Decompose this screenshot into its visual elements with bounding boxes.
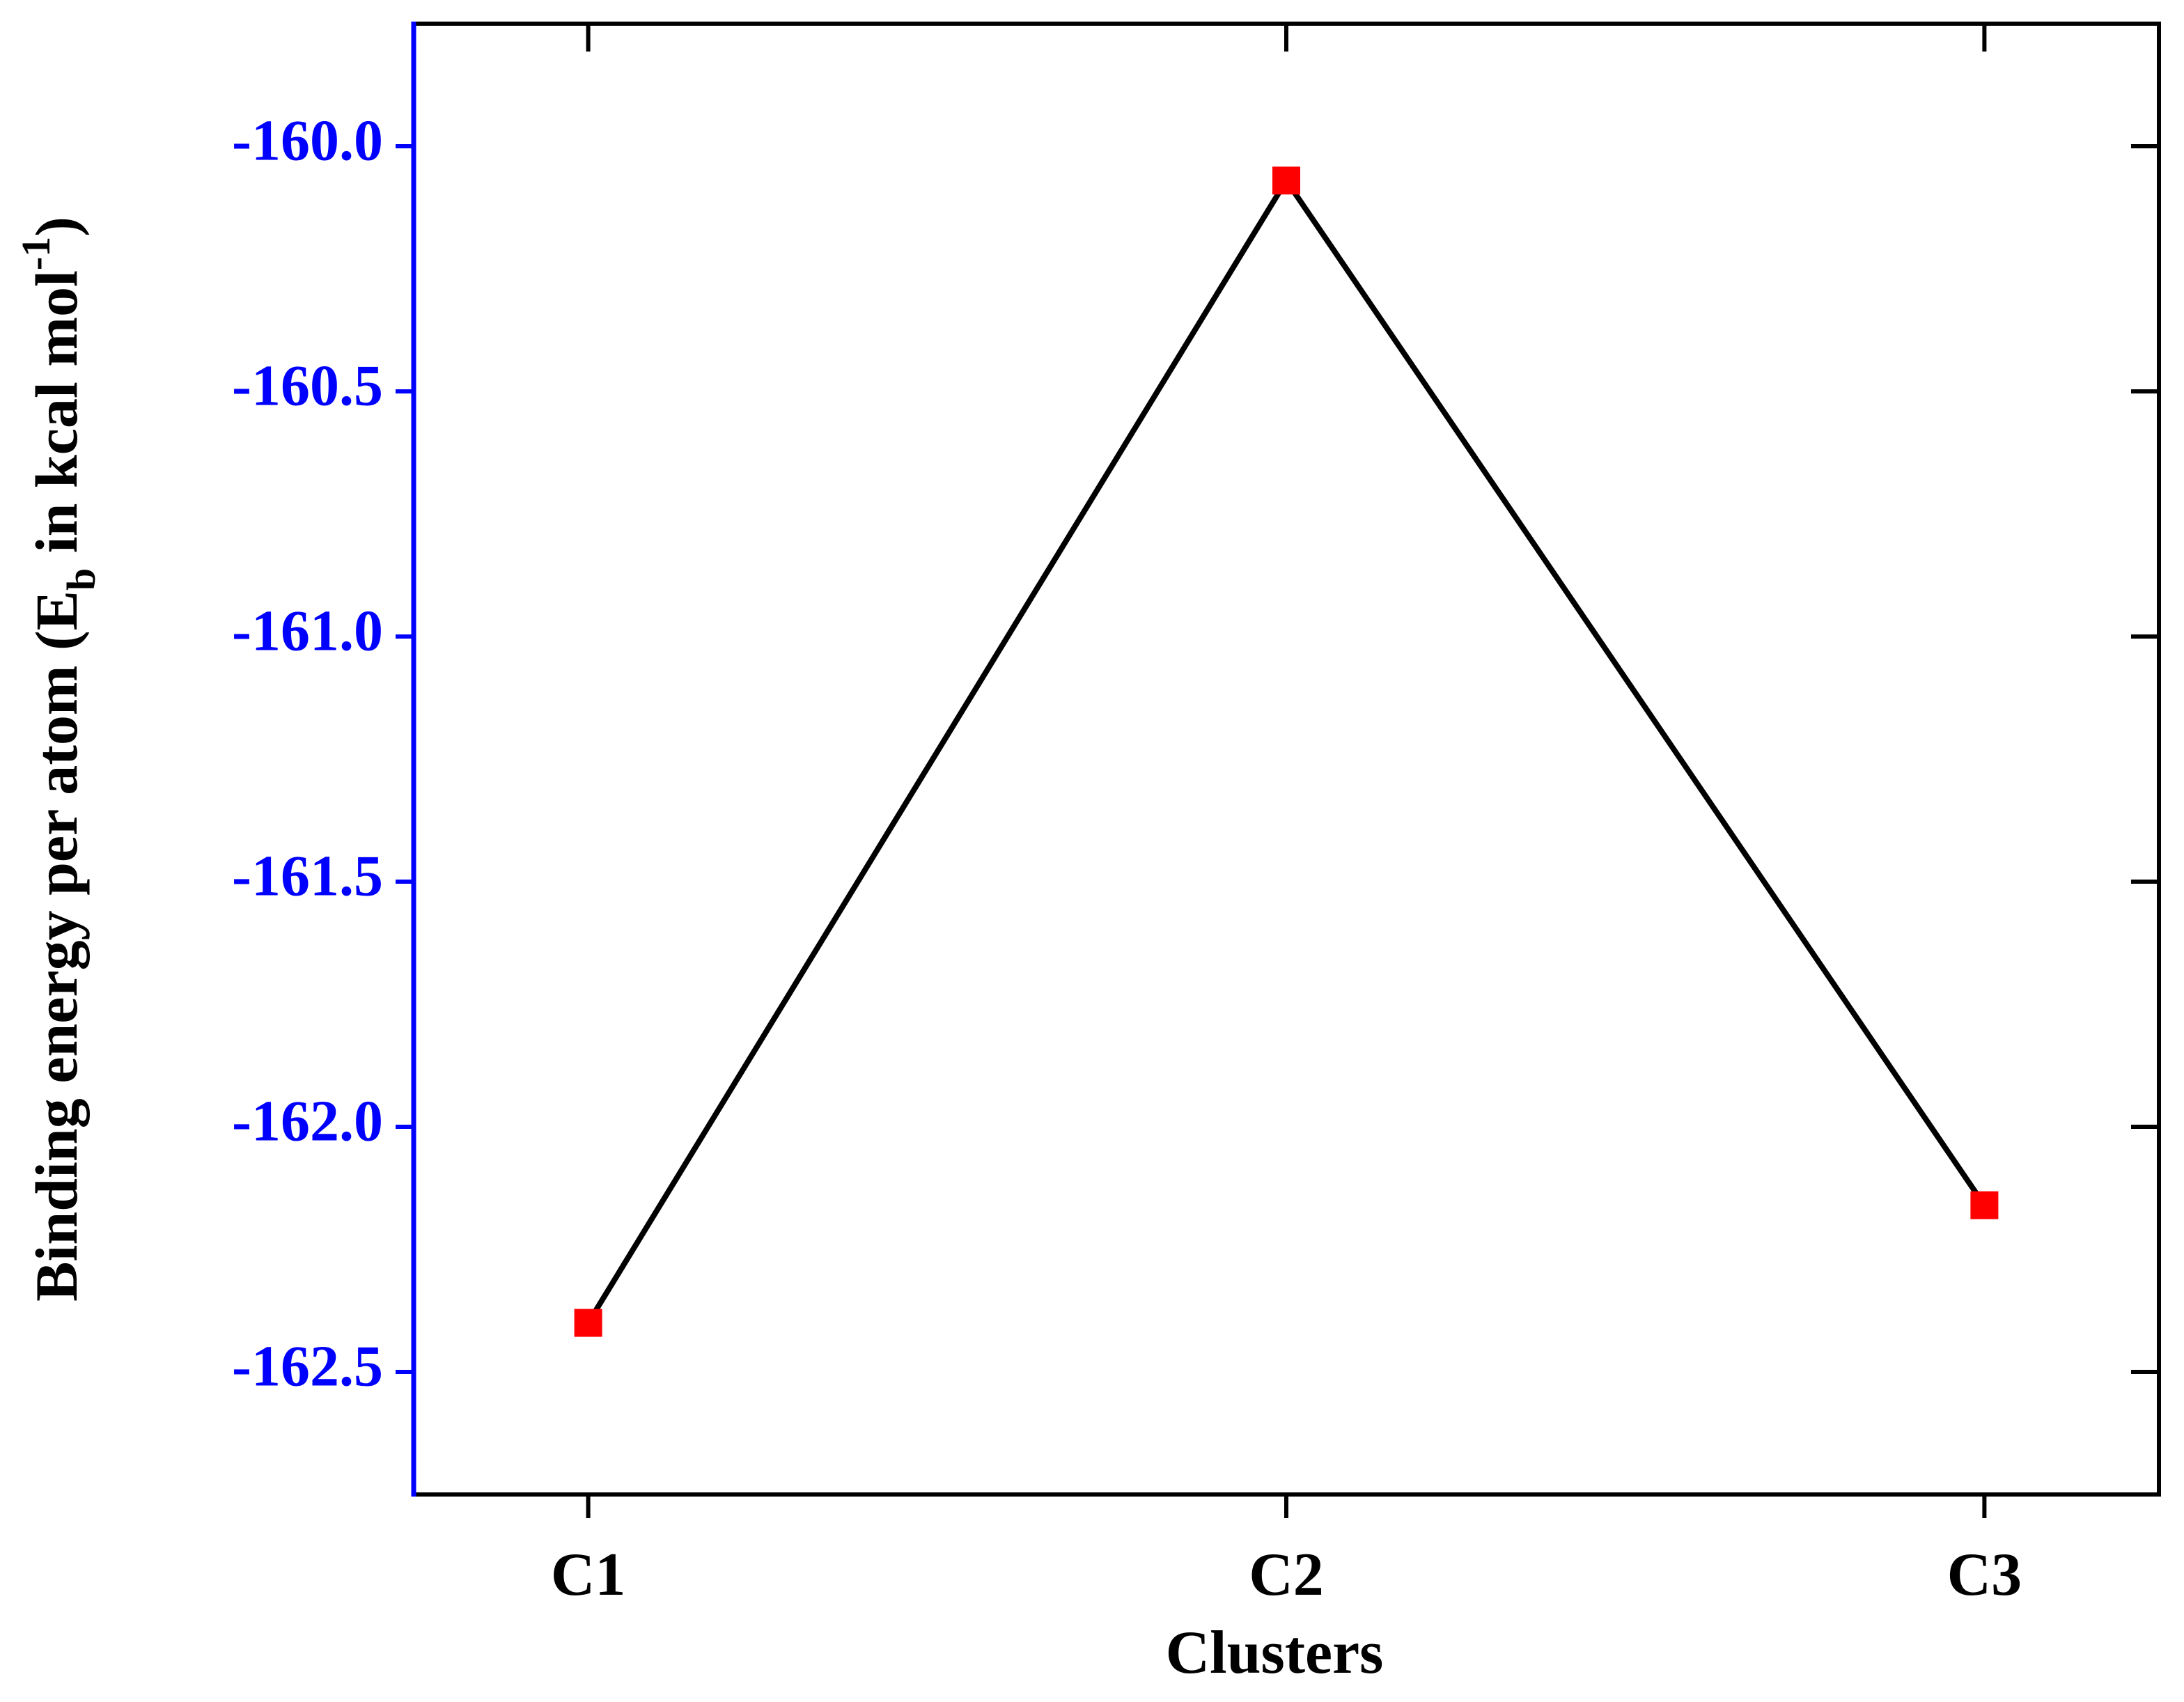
plot-frame	[412, 22, 2161, 1497]
y-tick-label: -160.0	[232, 108, 383, 173]
y-tick-label: -161.0	[232, 598, 383, 663]
x-axis-title: Clusters	[1166, 1619, 1384, 1687]
data-point	[1970, 1191, 1999, 1219]
y-axis-title-part: )	[23, 217, 90, 237]
y-axis-title-part: -1	[13, 237, 58, 270]
x-tick-label: C3	[1947, 1541, 2022, 1609]
y-tick-label: -162.0	[232, 1088, 383, 1153]
x-tick-label: C1	[551, 1541, 626, 1609]
y-axis-title-part: Binding energy per atom (E	[23, 591, 90, 1302]
y-tick-label: -160.5	[232, 353, 383, 418]
data-point	[574, 1309, 602, 1337]
y-axis-title-part: b	[58, 568, 104, 591]
y-axis-title: Binding energy per atom (Eb in kcal mol-…	[13, 217, 104, 1302]
y-tick-label: -161.5	[232, 843, 383, 908]
series-line	[586, 178, 1987, 1325]
y-axis-title-part: in kcal mol	[23, 270, 90, 568]
data-point	[1272, 166, 1300, 195]
y-tick-label: -162.5	[232, 1334, 383, 1398]
x-tick-label: C2	[1249, 1541, 1324, 1609]
